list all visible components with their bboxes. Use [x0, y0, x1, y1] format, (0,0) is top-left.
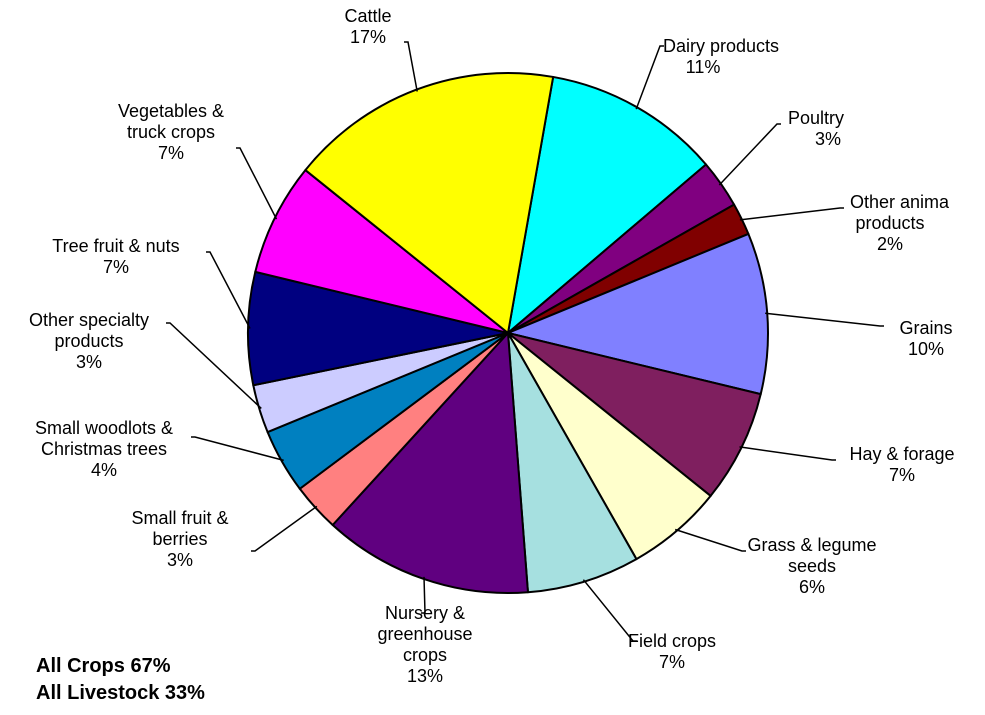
leader-grass-and-legume-seeds: [674, 528, 746, 552]
label-line: Other anima: [850, 192, 950, 212]
label-line: 3%: [167, 550, 193, 570]
label-line: 7%: [889, 465, 915, 485]
label-line: 7%: [103, 257, 129, 277]
leader-dairy-products: [635, 45, 664, 110]
label-dairy-products: Dairy products 11%: [663, 36, 779, 77]
label-vegetables-and-truck-crops: Vegetables & truck crops 7%: [118, 101, 224, 163]
label-line: crops: [403, 645, 447, 665]
label-nursery-and-greenhouse-crops: Nursery & greenhouse crops 13%: [377, 603, 472, 686]
label-grass-and-legume-seeds: Grass & legume seeds 6%: [747, 535, 876, 597]
label-line: 4%: [91, 460, 117, 480]
label-line: seeds: [788, 556, 836, 576]
slice-vegetables-and-truck-crops: [254, 169, 509, 334]
label-line: 10%: [908, 339, 944, 359]
label-line: Vegetables &: [118, 101, 224, 121]
leader-cattle: [404, 41, 418, 92]
slice-tree-fruit-and-nuts: [247, 270, 509, 387]
label-line: 3%: [76, 352, 102, 372]
label-field-crops: Field crops 7%: [628, 631, 716, 672]
label-line: 13%: [407, 666, 443, 686]
label-other-specialty-products: Other specialty products 3%: [29, 310, 149, 372]
leader-poultry: [718, 123, 781, 186]
label-line: 7%: [158, 143, 184, 163]
label-line: 17%: [350, 27, 386, 47]
label-line: Grass & legume: [747, 535, 876, 555]
label-small-woodlots-and-christmas-trees: Small woodlots & Christmas trees 4%: [35, 418, 173, 480]
label-line: 2%: [877, 234, 903, 254]
label-line: 6%: [799, 577, 825, 597]
label-line: 11%: [686, 57, 721, 77]
label-poultry: Poultry 3%: [788, 108, 844, 149]
leader-grains: [765, 312, 884, 327]
label-line: Dairy products: [663, 36, 779, 56]
label-line: products: [855, 213, 924, 233]
pie-slices: [247, 72, 769, 594]
label-tree-fruit-and-nuts: Tree fruit & nuts 7%: [52, 236, 179, 277]
label-line: berries: [152, 529, 207, 549]
label-line: greenhouse: [377, 624, 472, 644]
leader-hay-and-forage: [739, 446, 836, 461]
label-line: Christmas trees: [41, 439, 167, 459]
label-hay-and-forage: Hay & forage 7%: [849, 444, 954, 485]
leader-small-woodlots-and-christmas-trees: [191, 436, 284, 462]
label-line: Field crops: [628, 631, 716, 651]
label-line: Grains: [899, 318, 952, 338]
label-line: 7%: [659, 652, 685, 672]
label-line: Nursery &: [385, 603, 465, 623]
leader-nursery-and-greenhouse-crops: [421, 576, 426, 614]
label-small-fruit-and-berries: Small fruit & berries 3%: [131, 508, 228, 570]
leader-other-specialty-products: [166, 322, 262, 409]
all-livestock-summary: All Livestock 33%: [36, 682, 205, 704]
label-line: Small woodlots &: [35, 418, 173, 438]
leader-other-anima-products: [739, 207, 844, 221]
label-line: Tree fruit & nuts: [52, 236, 179, 256]
leader-tree-fruit-and-nuts: [206, 251, 251, 329]
label-line: products: [54, 331, 123, 351]
label-grains: Grains 10%: [899, 318, 952, 359]
leader-vegetables-and-truck-crops: [236, 147, 278, 220]
label-line: Cattle: [344, 6, 391, 26]
leader-small-fruit-and-berries: [251, 505, 318, 552]
label-line: Hay & forage: [849, 444, 954, 464]
slice-labels: Dairy products 11%Poultry 3%Other anima pro…: [29, 6, 955, 686]
label-line: Small fruit &: [131, 508, 228, 528]
label-line: truck crops: [127, 122, 215, 142]
leader-lines: [166, 41, 884, 642]
label-line: 3%: [815, 129, 841, 149]
all-crops-summary: All Crops 67%: [36, 655, 171, 677]
label-line: Other specialty: [29, 310, 149, 330]
label-other-anima-products: Other anima products 2%: [850, 192, 950, 254]
label-cattle: Cattle 17%: [344, 6, 391, 47]
label-line: Poultry: [788, 108, 844, 128]
leader-field-crops: [582, 579, 637, 642]
